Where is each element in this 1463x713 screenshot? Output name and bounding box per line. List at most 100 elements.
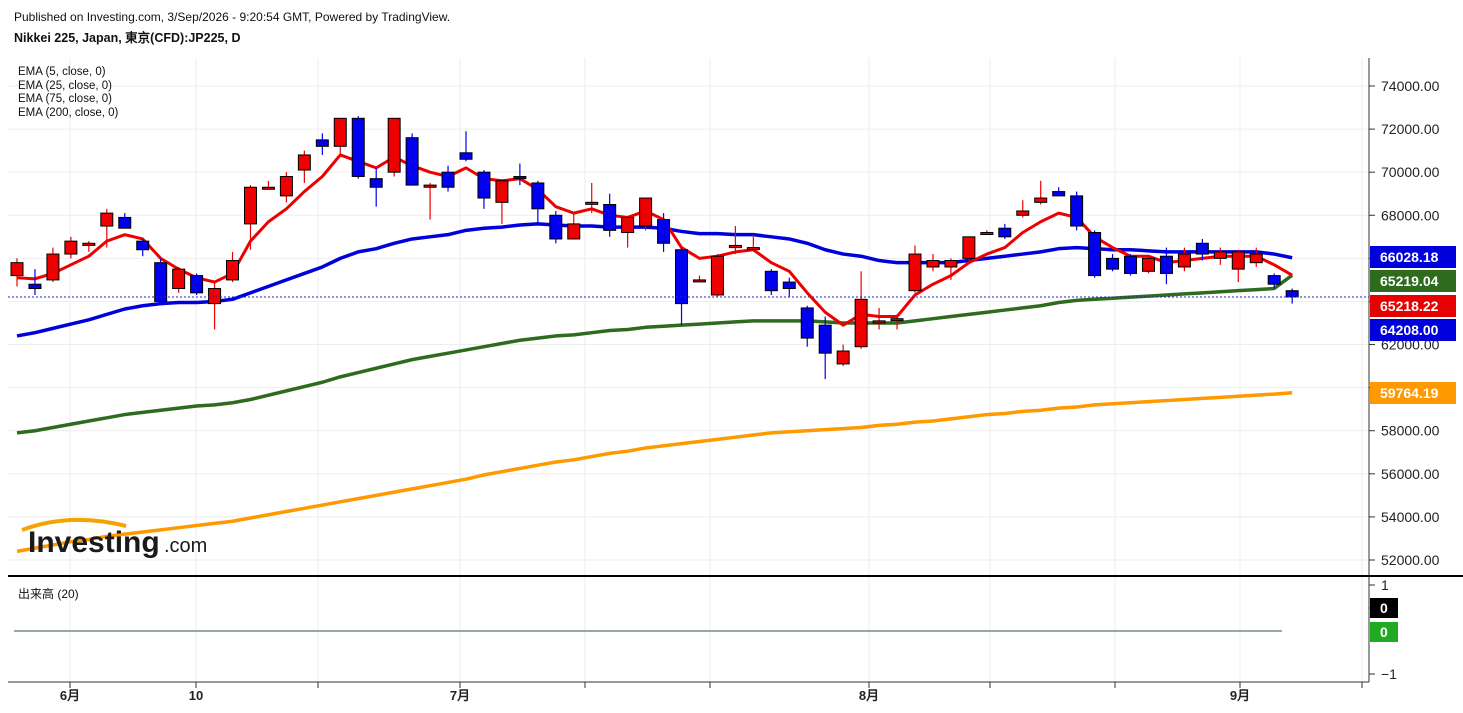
y-tick-label: 58000.00 — [1381, 423, 1440, 439]
candle-body — [1159, 255, 1173, 274]
candle-body — [836, 350, 850, 365]
candle-body — [423, 184, 437, 188]
x-tick-label: 6月 — [60, 688, 80, 703]
candle-body — [1052, 191, 1066, 197]
price-badge-label: 65219.04 — [1380, 273, 1439, 289]
x-tick-label: 10 — [189, 688, 203, 703]
volume-badge-label: 0 — [1380, 624, 1388, 640]
candle-body — [297, 154, 311, 171]
y-tick-label: 56000.00 — [1381, 466, 1440, 482]
y-tick-label: 74000.00 — [1381, 78, 1440, 94]
candle-body — [405, 137, 419, 186]
legend-ema25[interactable]: EMA (25, close, 0) — [18, 79, 112, 92]
candle-body — [1141, 257, 1155, 272]
candle-body — [621, 216, 635, 234]
price-badges: 66028.18 65219.04 65218.22 64208.00 59764.19 — [1370, 246, 1456, 404]
candle-body — [387, 117, 401, 173]
candle-body — [818, 324, 832, 354]
candle-body — [333, 117, 347, 147]
candle-body — [531, 182, 545, 210]
candle-body — [100, 212, 114, 227]
candle-body — [585, 201, 599, 205]
candle-body — [154, 262, 168, 302]
candle-body — [1106, 257, 1120, 270]
candle-body — [567, 223, 581, 240]
candle-body — [459, 152, 473, 160]
x-tick-label: 9月 — [1230, 688, 1250, 703]
volume-badge — [1370, 622, 1398, 642]
ema25-polyline — [16, 222, 1293, 338]
candle-body — [908, 253, 922, 292]
x-tick-label: 8月 — [859, 688, 879, 703]
price-badge-label: 65218.22 — [1380, 298, 1439, 314]
indicator-legend: EMA (5, close, 0) EMA (25, close, 0) EMA… — [18, 66, 118, 120]
y-tick-label: 54000.00 — [1381, 509, 1440, 525]
candle-body — [710, 255, 724, 296]
price-badge — [1370, 319, 1456, 341]
candle-body — [890, 318, 904, 322]
price-badge — [1370, 295, 1456, 317]
legend-ema75[interactable]: EMA (75, close, 0) — [18, 93, 112, 105]
price-badge — [1370, 270, 1456, 292]
legend-ema200[interactable]: EMA (200, close, 0) — [18, 106, 119, 119]
candle-body — [944, 260, 958, 268]
candle-body — [118, 216, 132, 229]
candle-body — [495, 180, 509, 203]
candle-body — [998, 227, 1012, 238]
candle-body — [315, 139, 329, 147]
candle-body — [728, 244, 742, 249]
ema200-polyline — [16, 390, 1293, 554]
candle-body — [1016, 210, 1030, 216]
candle-body — [549, 214, 563, 240]
candle-body — [513, 175, 527, 180]
chart-header: Published on Investing.com, 3/Sep/2026 -… — [14, 8, 450, 50]
candle-body — [279, 175, 293, 197]
candle-body — [1231, 251, 1245, 270]
candle-body — [962, 236, 976, 259]
candle-body — [243, 186, 257, 225]
candle-body — [639, 197, 653, 227]
ema75-line — [16, 273, 1294, 435]
candle-body — [208, 288, 222, 305]
candle-body — [692, 279, 706, 283]
x-tick-label: 7月 — [450, 688, 470, 703]
y-tick-label: 70000.00 — [1381, 164, 1440, 180]
chart-frame — [8, 58, 1463, 683]
candle-body — [603, 204, 617, 231]
candle-body — [657, 219, 671, 244]
candle-body — [1267, 275, 1281, 285]
price-badge-label: 59764.19 — [1380, 385, 1439, 401]
candle-body — [1177, 253, 1191, 268]
candle-body — [1034, 197, 1048, 203]
volume-axis-label: 1 — [1381, 577, 1389, 593]
candle-body — [28, 283, 42, 290]
y-tick-label: 52000.00 — [1381, 552, 1440, 568]
candle-body — [1088, 232, 1102, 277]
ema25-line — [16, 222, 1293, 338]
candle-body — [64, 240, 78, 255]
candle-body — [136, 240, 150, 251]
candle-body — [46, 253, 60, 281]
logo-main: Investing — [28, 526, 160, 559]
candle-body — [800, 307, 814, 339]
volume-axis-label: −1 — [1381, 666, 1397, 682]
published-line: Published on Investing.com, 3/Sep/2026 -… — [14, 10, 451, 24]
x-axis-ticks: 6月 10 7月 8月 9月 — [60, 682, 1363, 703]
candle-body — [746, 247, 760, 251]
price-badge — [1370, 246, 1456, 268]
candle-body — [190, 275, 204, 294]
candle-body — [926, 260, 940, 268]
candles — [10, 116, 1299, 380]
candle-body — [226, 260, 240, 281]
candle-body — [675, 249, 689, 305]
price-badge — [1370, 382, 1456, 404]
logo-suffix: .com — [164, 535, 207, 557]
candle-body — [1124, 255, 1138, 274]
volume-axis: 10−100 — [1369, 577, 1398, 682]
candle-body — [872, 320, 886, 324]
ema75-polyline — [16, 273, 1294, 435]
candle-body — [1285, 290, 1299, 298]
volume-title[interactable]: 出来高 (20) — [18, 587, 79, 601]
legend-ema5[interactable]: EMA (5, close, 0) — [18, 66, 106, 78]
